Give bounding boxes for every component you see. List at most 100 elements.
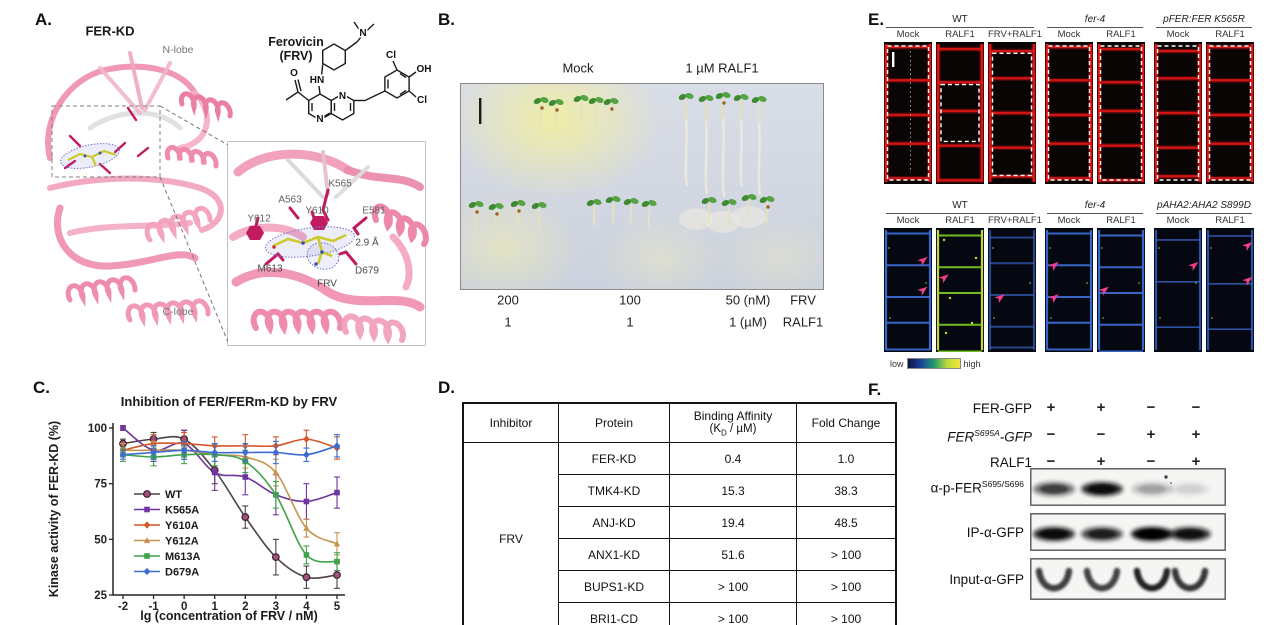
table-cell: 19.4 bbox=[669, 506, 797, 539]
svg-text:100: 100 bbox=[88, 423, 107, 435]
molecule-abbrev: (FRV) bbox=[279, 49, 313, 63]
dose-value: 1 (µM) bbox=[729, 314, 767, 330]
c-lobe-label: C-lobe bbox=[162, 306, 194, 318]
svg-text:Y610A: Y610A bbox=[165, 520, 199, 532]
blot-row: α-p-FERS695/S696 bbox=[872, 468, 1267, 506]
condition-sign: + bbox=[1146, 426, 1156, 443]
condition-sign: + bbox=[1046, 399, 1056, 416]
confocal-group: pAHA2:AHA2 S899D Mock RALF1 bbox=[1154, 200, 1254, 352]
condition-sign: − bbox=[1191, 399, 1201, 416]
table-header: Protein bbox=[558, 402, 670, 443]
panel-c-label: C. bbox=[33, 378, 50, 397]
seedling-photo bbox=[460, 83, 824, 290]
table-cell: ANX1-KD bbox=[558, 538, 670, 571]
confocal-image bbox=[1045, 42, 1093, 184]
colorbar-gradient bbox=[906, 358, 961, 369]
blot-label: IP-α-GFP bbox=[966, 524, 1024, 540]
confocal-row-top: WT Mock RALF1 FRV+RALF1 fer-4 Mock RALF1 pFER:F… bbox=[884, 14, 1254, 184]
residue-label: A563 bbox=[278, 194, 302, 206]
condition-label: FERS695A-GFP bbox=[947, 428, 1032, 445]
table-cell: BRI1-CD bbox=[558, 602, 670, 625]
ralf1-header: 1 µM RALF1 bbox=[685, 60, 759, 76]
table-row: BUPS1-KD > 100 > 100 bbox=[463, 570, 897, 603]
genotype-label: pAHA2:AHA2 S899D bbox=[1156, 200, 1252, 214]
svg-text:Inhibition of FER/FERm-KD by F: Inhibition of FER/FERm-KD by FRV bbox=[121, 394, 338, 409]
atom-cl-top: Cl bbox=[386, 50, 396, 61]
treatment-label: RALF1 bbox=[1215, 29, 1245, 40]
treatment-label: RALF1 bbox=[1215, 215, 1245, 226]
treatment-label: Mock bbox=[896, 29, 920, 40]
treatment-label: Mock bbox=[1166, 29, 1190, 40]
treatment-label: RALF1 bbox=[1106, 215, 1136, 226]
condition-row: RALF1− + − + bbox=[872, 452, 1262, 479]
blot-image bbox=[1030, 513, 1226, 551]
binding-affinity-table: Inhibitor Protein Binding Affinity (KD / µM… bbox=[462, 402, 897, 625]
kinase-inhibition-chart: 25 50 75 100 -2 -1 0 1 2 3 4 5 Inhibition of FER/FER… bbox=[47, 394, 345, 623]
table-cell: TMK4-KD bbox=[558, 474, 670, 507]
confocal-image bbox=[1206, 42, 1254, 184]
atom-n-amine: N bbox=[359, 28, 366, 39]
dose-value: 1 bbox=[626, 314, 634, 330]
treatment-label: FRV+RALF1 bbox=[988, 29, 1042, 40]
table-cell: BUPS1-KD bbox=[558, 570, 670, 603]
dose-value: 200 bbox=[497, 292, 519, 308]
svg-text:50: 50 bbox=[94, 534, 107, 546]
treatment-label: Mock bbox=[896, 215, 920, 226]
table-row: FRV FER-KD 0.4 1.0 bbox=[462, 442, 897, 625]
table-cell: FER-KD bbox=[558, 442, 670, 475]
table-row: TMK4-KD 15.3 38.3 bbox=[463, 474, 897, 507]
blot-image bbox=[1030, 468, 1226, 506]
condition-label: RALF1 bbox=[989, 455, 1032, 470]
confocal-image bbox=[884, 228, 932, 352]
svg-text:WT: WT bbox=[165, 489, 182, 501]
dose-series-name: FRV bbox=[790, 292, 816, 308]
atom-o: O bbox=[290, 68, 298, 79]
genotype-label: pFER:FER K565R bbox=[1156, 14, 1252, 28]
svg-text:K565A: K565A bbox=[165, 504, 199, 516]
confocal-image bbox=[988, 228, 1036, 352]
table-header: Binding Affinity (KD / µM) bbox=[669, 402, 797, 443]
confocal-group: WT Mock RALF1 FRV+RALF1 bbox=[884, 200, 1042, 352]
residue-label: D679 bbox=[355, 265, 379, 277]
blot-row: Input-α-GFP bbox=[872, 558, 1267, 600]
treatment-label: Mock bbox=[1057, 29, 1081, 40]
atom-hn: HN bbox=[310, 75, 324, 86]
genotype-label: fer-4 bbox=[1047, 14, 1143, 28]
affinity-table: Inhibitor Protein Binding Affinity (KD / µM… bbox=[462, 402, 897, 625]
confocal-group: fer-4 Mock RALF1 bbox=[1045, 14, 1145, 184]
confocal-image bbox=[884, 42, 932, 184]
panel-b-label: B. bbox=[438, 10, 455, 29]
table-cell: 0.4 bbox=[669, 442, 797, 475]
table-cell: > 100 bbox=[669, 570, 797, 603]
svg-text:4: 4 bbox=[303, 601, 310, 613]
svg-text:-2: -2 bbox=[118, 601, 128, 613]
molecule-name: Ferovicin bbox=[268, 35, 324, 49]
blot-images: α-p-FERS695/S696 IP-α-GFP Input-α-GFP bbox=[872, 468, 1267, 607]
treatment-label: RALF1 bbox=[945, 215, 975, 226]
atom-n-ring-top: N bbox=[339, 91, 346, 102]
svg-text:3: 3 bbox=[273, 601, 279, 613]
svg-text:Kinase activity of FER-KD (%): Kinase activity of FER-KD (%) bbox=[47, 421, 61, 597]
dose-value: 100 bbox=[619, 292, 641, 308]
blot-row: IP-α-GFP bbox=[872, 513, 1267, 551]
hbond-distance-label: 2.9 Å bbox=[355, 237, 379, 249]
confocal-image bbox=[1154, 228, 1202, 352]
svg-text:0: 0 bbox=[181, 601, 187, 613]
residue-label: Y610 bbox=[305, 205, 329, 217]
condition-sign: + bbox=[1191, 426, 1201, 443]
colorbar-high-label: high bbox=[963, 358, 981, 369]
condition-sign: − bbox=[1146, 453, 1156, 470]
treatment-label: FRV+RALF1 bbox=[988, 215, 1042, 226]
treatment-label: Mock bbox=[1166, 215, 1190, 226]
table-cell: > 100 bbox=[796, 538, 897, 571]
n-lobe-label: N-lobe bbox=[162, 44, 194, 56]
genotype-label: WT bbox=[886, 200, 1034, 214]
atom-oh: OH bbox=[417, 64, 432, 75]
ferovicin-structure: O HN N Cl OH Cl N N bbox=[285, 21, 433, 127]
confocal-image bbox=[1045, 228, 1093, 352]
confocal-group: fer-4 Mock RALF1 bbox=[1045, 200, 1145, 352]
dose-series-name: RALF1 bbox=[782, 314, 824, 330]
residue-label: E581 bbox=[362, 205, 386, 217]
blot-conditions: FER-GFP + + − − FERS695A-GFP − − + + RALF1− + − + bbox=[872, 398, 1262, 479]
